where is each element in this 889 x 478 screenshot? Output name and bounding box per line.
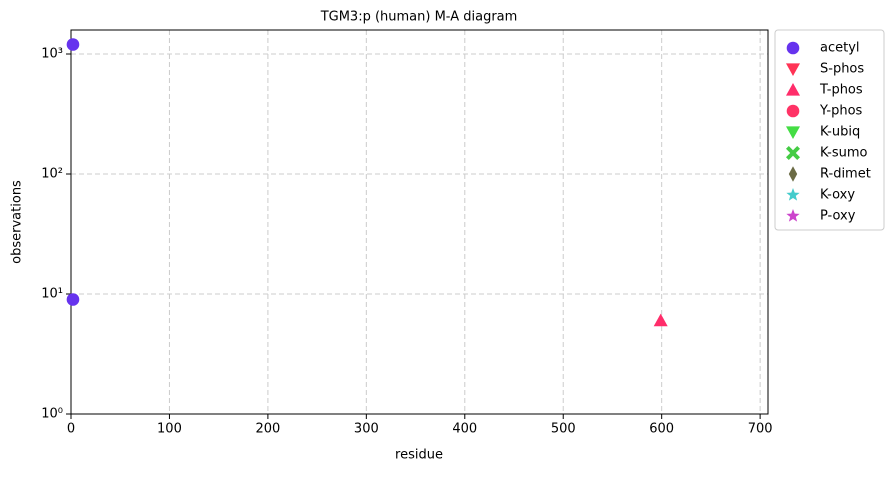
y-axis-label: observations bbox=[10, 180, 25, 264]
y-tick-label: 10¹ bbox=[41, 287, 63, 302]
x-tick-label: 0 bbox=[67, 422, 75, 437]
legend-label: P-oxy bbox=[820, 209, 856, 224]
data-point bbox=[66, 293, 80, 306]
legend-box bbox=[774, 29, 885, 231]
y-tick-label: 10⁰ bbox=[41, 407, 63, 422]
x-tick-label: 100 bbox=[157, 422, 182, 437]
x-axis-label: residue bbox=[395, 448, 443, 463]
legend-marker bbox=[788, 166, 798, 182]
plot-frame bbox=[70, 29, 769, 415]
legend-label: acetyl bbox=[820, 41, 860, 56]
legend-marker bbox=[786, 188, 800, 201]
legend-marker bbox=[786, 83, 800, 96]
y-tick-label: 10² bbox=[41, 167, 63, 182]
chart-title: TGM3:p (human) M-A diagram bbox=[320, 10, 518, 25]
legend-label: K-ubiq bbox=[820, 125, 860, 140]
legend-label: S-phos bbox=[820, 62, 864, 77]
legend-label: K-oxy bbox=[820, 188, 855, 203]
y-tick-label: 10³ bbox=[41, 47, 63, 62]
legend-marker bbox=[786, 41, 800, 55]
legend-label: K-sumo bbox=[820, 146, 868, 161]
legend-marker bbox=[786, 63, 800, 76]
data-point bbox=[66, 38, 80, 51]
legend-marker bbox=[786, 104, 800, 118]
x-tick-label: 500 bbox=[551, 422, 576, 437]
x-tick-label: 300 bbox=[354, 422, 379, 437]
data-point bbox=[653, 313, 668, 327]
legend-marker bbox=[786, 146, 800, 160]
x-tick-label: 400 bbox=[452, 422, 477, 437]
x-tick-label: 700 bbox=[748, 422, 773, 437]
legend-label: Y-phos bbox=[819, 104, 863, 119]
x-tick-label: 600 bbox=[649, 422, 674, 437]
legend-marker bbox=[786, 126, 800, 139]
legend-marker bbox=[786, 209, 800, 222]
legend-label: T-phos bbox=[819, 83, 863, 98]
x-tick-label: 200 bbox=[255, 422, 280, 437]
legend-label: R-dimet bbox=[820, 167, 871, 182]
